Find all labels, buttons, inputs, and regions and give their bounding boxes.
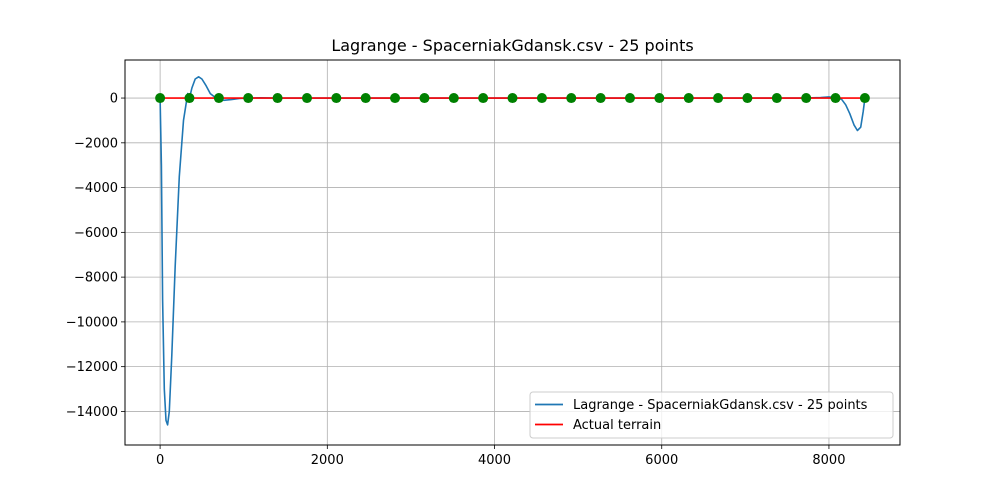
sample-point xyxy=(859,93,870,104)
x-tick-label: 0 xyxy=(156,453,164,468)
sample-point xyxy=(801,93,812,104)
y-tick-label: 0 xyxy=(110,92,118,107)
sample-point xyxy=(595,93,606,104)
sample-point xyxy=(478,93,489,104)
sample-point xyxy=(683,93,694,104)
sample-point xyxy=(331,93,342,104)
sample-point xyxy=(360,93,371,104)
sample-point xyxy=(243,93,254,104)
sample-point xyxy=(536,93,547,104)
sample-point xyxy=(155,93,166,104)
y-axis-ticks: 0 −2000 −4000 −6000 −8000 −10000 −12000 −14000 xyxy=(66,92,125,420)
plot-area xyxy=(155,76,870,426)
y-tick-label: −10000 xyxy=(66,315,118,330)
sample-point xyxy=(213,93,224,104)
sample-point xyxy=(624,93,635,104)
y-tick-label: −4000 xyxy=(74,181,118,196)
sample-point xyxy=(302,93,313,104)
sample-point xyxy=(390,93,401,104)
y-tick-label: −6000 xyxy=(74,226,118,241)
y-tick-label: −2000 xyxy=(74,136,118,151)
sample-point xyxy=(566,93,577,104)
x-tick-label: 8000 xyxy=(812,453,845,468)
sample-point xyxy=(507,93,518,104)
sample-point xyxy=(771,93,782,104)
sample-point xyxy=(272,93,283,104)
sample-point xyxy=(448,93,459,104)
x-tick-label: 6000 xyxy=(645,453,678,468)
axes-frame xyxy=(124,59,901,446)
x-axis-ticks: 0 2000 4000 6000 8000 xyxy=(156,445,845,468)
y-tick-label: −14000 xyxy=(66,405,118,420)
legend: Lagrange - SpacerniakGdansk.csv - 25 poi… xyxy=(529,391,894,439)
y-tick-label: −8000 xyxy=(74,271,118,286)
legend-label-actual-terrain: Actual terrain xyxy=(573,418,661,433)
sample-point xyxy=(713,93,724,104)
chart-title: Lagrange - SpacerniakGdansk.csv - 25 poi… xyxy=(331,36,693,55)
sample-point xyxy=(830,93,841,104)
y-tick-label: −12000 xyxy=(66,360,118,375)
x-tick-label: 4000 xyxy=(478,453,511,468)
x-tick-label: 2000 xyxy=(311,453,344,468)
legend-label-lagrange: Lagrange - SpacerniakGdansk.csv - 25 poi… xyxy=(573,398,868,413)
sample-point xyxy=(654,93,665,104)
sample-point xyxy=(419,93,430,104)
sample-point xyxy=(742,93,753,104)
grid xyxy=(125,60,900,445)
sample-point xyxy=(184,93,195,104)
legend-box xyxy=(529,391,894,439)
